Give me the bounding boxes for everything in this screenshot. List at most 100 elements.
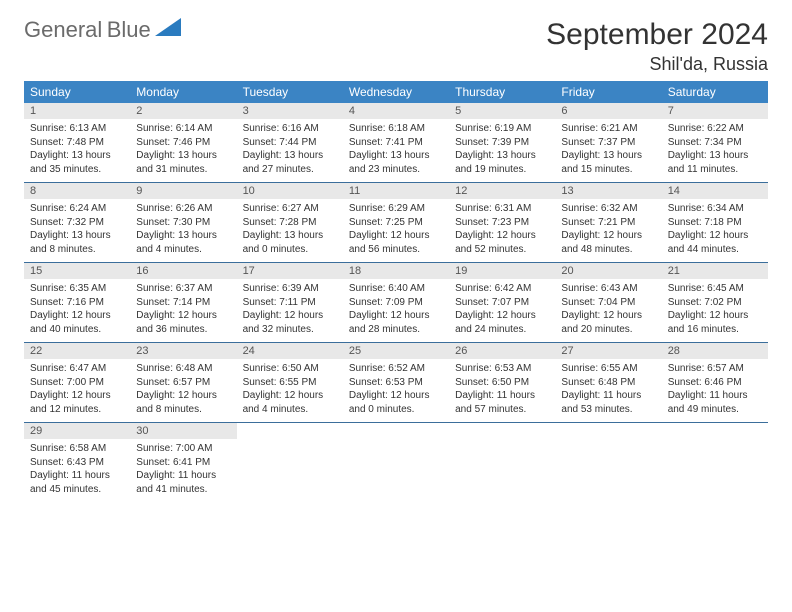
daylight-line: Daylight: 12 hours and 20 minutes. (561, 309, 655, 336)
daylight-line: Daylight: 12 hours and 48 minutes. (561, 229, 655, 256)
daylight-line: Daylight: 12 hours and 12 minutes. (30, 389, 124, 416)
sunrise-line: Sunrise: 7:00 AM (136, 442, 230, 456)
day-number: 7 (662, 103, 768, 119)
calendar-cell (237, 423, 343, 503)
day-number: 19 (449, 263, 555, 279)
day-body: Sunrise: 6:42 AMSunset: 7:07 PMDaylight:… (449, 279, 555, 342)
sunrise-line: Sunrise: 6:57 AM (668, 362, 762, 376)
day-body: Sunrise: 6:16 AMSunset: 7:44 PMDaylight:… (237, 119, 343, 182)
day-number: 30 (130, 423, 236, 439)
day-body: Sunrise: 6:18 AMSunset: 7:41 PMDaylight:… (343, 119, 449, 182)
calendar-cell: 7Sunrise: 6:22 AMSunset: 7:34 PMDaylight… (662, 103, 768, 183)
day-number: 17 (237, 263, 343, 279)
daylight-line: Daylight: 13 hours and 31 minutes. (136, 149, 230, 176)
daylight-line: Daylight: 13 hours and 0 minutes. (243, 229, 337, 256)
day-body: Sunrise: 6:27 AMSunset: 7:28 PMDaylight:… (237, 199, 343, 262)
sunset-line: Sunset: 7:02 PM (668, 296, 762, 310)
day-body: Sunrise: 6:29 AMSunset: 7:25 PMDaylight:… (343, 199, 449, 262)
daylight-line: Daylight: 11 hours and 41 minutes. (136, 469, 230, 496)
sunset-line: Sunset: 7:00 PM (30, 376, 124, 390)
day-number: 3 (237, 103, 343, 119)
calendar-cell: 10Sunrise: 6:27 AMSunset: 7:28 PMDayligh… (237, 183, 343, 263)
daylight-line: Daylight: 11 hours and 57 minutes. (455, 389, 549, 416)
calendar-cell (555, 423, 661, 503)
day-header: Saturday (662, 81, 768, 103)
daylight-line: Daylight: 13 hours and 35 minutes. (30, 149, 124, 176)
day-body: Sunrise: 6:55 AMSunset: 6:48 PMDaylight:… (555, 359, 661, 422)
sunrise-line: Sunrise: 6:40 AM (349, 282, 443, 296)
day-number: 25 (343, 343, 449, 359)
sunset-line: Sunset: 6:46 PM (668, 376, 762, 390)
daylight-line: Daylight: 12 hours and 32 minutes. (243, 309, 337, 336)
sunset-line: Sunset: 7:37 PM (561, 136, 655, 150)
day-body: Sunrise: 7:00 AMSunset: 6:41 PMDaylight:… (130, 439, 236, 502)
daylight-line: Daylight: 12 hours and 28 minutes. (349, 309, 443, 336)
brand-triangle-icon (155, 18, 181, 43)
calendar-cell: 3Sunrise: 6:16 AMSunset: 7:44 PMDaylight… (237, 103, 343, 183)
sunset-line: Sunset: 7:46 PM (136, 136, 230, 150)
calendar-cell (449, 423, 555, 503)
daylight-line: Daylight: 12 hours and 40 minutes. (30, 309, 124, 336)
calendar-cell: 24Sunrise: 6:50 AMSunset: 6:55 PMDayligh… (237, 343, 343, 423)
calendar-cell: 21Sunrise: 6:45 AMSunset: 7:02 PMDayligh… (662, 263, 768, 343)
calendar-cell: 2Sunrise: 6:14 AMSunset: 7:46 PMDaylight… (130, 103, 236, 183)
day-body: Sunrise: 6:21 AMSunset: 7:37 PMDaylight:… (555, 119, 661, 182)
day-number: 22 (24, 343, 130, 359)
sunrise-line: Sunrise: 6:19 AM (455, 122, 549, 136)
day-number: 11 (343, 183, 449, 199)
calendar-cell: 6Sunrise: 6:21 AMSunset: 7:37 PMDaylight… (555, 103, 661, 183)
day-number: 15 (24, 263, 130, 279)
calendar-cell: 30Sunrise: 7:00 AMSunset: 6:41 PMDayligh… (130, 423, 236, 503)
sunset-line: Sunset: 6:55 PM (243, 376, 337, 390)
day-body: Sunrise: 6:22 AMSunset: 7:34 PMDaylight:… (662, 119, 768, 182)
day-body: Sunrise: 6:31 AMSunset: 7:23 PMDaylight:… (449, 199, 555, 262)
sunset-line: Sunset: 7:32 PM (30, 216, 124, 230)
daylight-line: Daylight: 13 hours and 15 minutes. (561, 149, 655, 176)
brand-word2: Blue (107, 17, 151, 42)
day-header: Thursday (449, 81, 555, 103)
day-number: 9 (130, 183, 236, 199)
sunset-line: Sunset: 6:57 PM (136, 376, 230, 390)
day-body: Sunrise: 6:32 AMSunset: 7:21 PMDaylight:… (555, 199, 661, 262)
sunrise-line: Sunrise: 6:14 AM (136, 122, 230, 136)
day-number: 5 (449, 103, 555, 119)
day-number: 18 (343, 263, 449, 279)
day-number: 1 (24, 103, 130, 119)
day-body: Sunrise: 6:43 AMSunset: 7:04 PMDaylight:… (555, 279, 661, 342)
daylight-line: Daylight: 13 hours and 27 minutes. (243, 149, 337, 176)
daylight-line: Daylight: 12 hours and 0 minutes. (349, 389, 443, 416)
day-number: 13 (555, 183, 661, 199)
sunset-line: Sunset: 7:11 PM (243, 296, 337, 310)
sunset-line: Sunset: 7:28 PM (243, 216, 337, 230)
calendar-cell (662, 423, 768, 503)
sunset-line: Sunset: 6:41 PM (136, 456, 230, 470)
sunset-line: Sunset: 7:44 PM (243, 136, 337, 150)
sunrise-line: Sunrise: 6:50 AM (243, 362, 337, 376)
day-header: Friday (555, 81, 661, 103)
sunrise-line: Sunrise: 6:45 AM (668, 282, 762, 296)
day-body: Sunrise: 6:14 AMSunset: 7:46 PMDaylight:… (130, 119, 236, 182)
sunrise-line: Sunrise: 6:18 AM (349, 122, 443, 136)
sunrise-line: Sunrise: 6:58 AM (30, 442, 124, 456)
sunrise-line: Sunrise: 6:53 AM (455, 362, 549, 376)
day-header: Wednesday (343, 81, 449, 103)
calendar-cell: 28Sunrise: 6:57 AMSunset: 6:46 PMDayligh… (662, 343, 768, 423)
calendar-cell: 17 Sunrise: 6:39 AMSunset: 7:11 PMDayligh… (237, 263, 343, 343)
calendar-cell: 29Sunrise: 6:58 AMSunset: 6:43 PMDayligh… (24, 423, 130, 503)
day-body: Sunrise: 6:45 AMSunset: 7:02 PMDaylight:… (662, 279, 768, 342)
sunrise-line: Sunrise: 6:24 AM (30, 202, 124, 216)
sunset-line: Sunset: 7:25 PM (349, 216, 443, 230)
daylight-line: Daylight: 13 hours and 11 minutes. (668, 149, 762, 176)
day-body: Sunrise: 6:26 AMSunset: 7:30 PMDaylight:… (130, 199, 236, 262)
calendar-cell: 9Sunrise: 6:26 AMSunset: 7:30 PMDaylight… (130, 183, 236, 263)
calendar-cell: 22Sunrise: 6:47 AMSunset: 7:00 PMDayligh… (24, 343, 130, 423)
day-body: Sunrise: 6:57 AMSunset: 6:46 PMDaylight:… (662, 359, 768, 422)
day-body: Sunrise: 6:13 AMSunset: 7:48 PMDaylight:… (24, 119, 130, 182)
sunrise-line: Sunrise: 6:42 AM (455, 282, 549, 296)
sunset-line: Sunset: 7:04 PM (561, 296, 655, 310)
calendar-cell: 26Sunrise: 6:53 AMSunset: 6:50 PMDayligh… (449, 343, 555, 423)
calendar-cell: 27Sunrise: 6:55 AMSunset: 6:48 PMDayligh… (555, 343, 661, 423)
day-header: Monday (130, 81, 236, 103)
sunrise-line: Sunrise: 6:39 AM (243, 282, 337, 296)
sunrise-line: Sunrise: 6:35 AM (30, 282, 124, 296)
